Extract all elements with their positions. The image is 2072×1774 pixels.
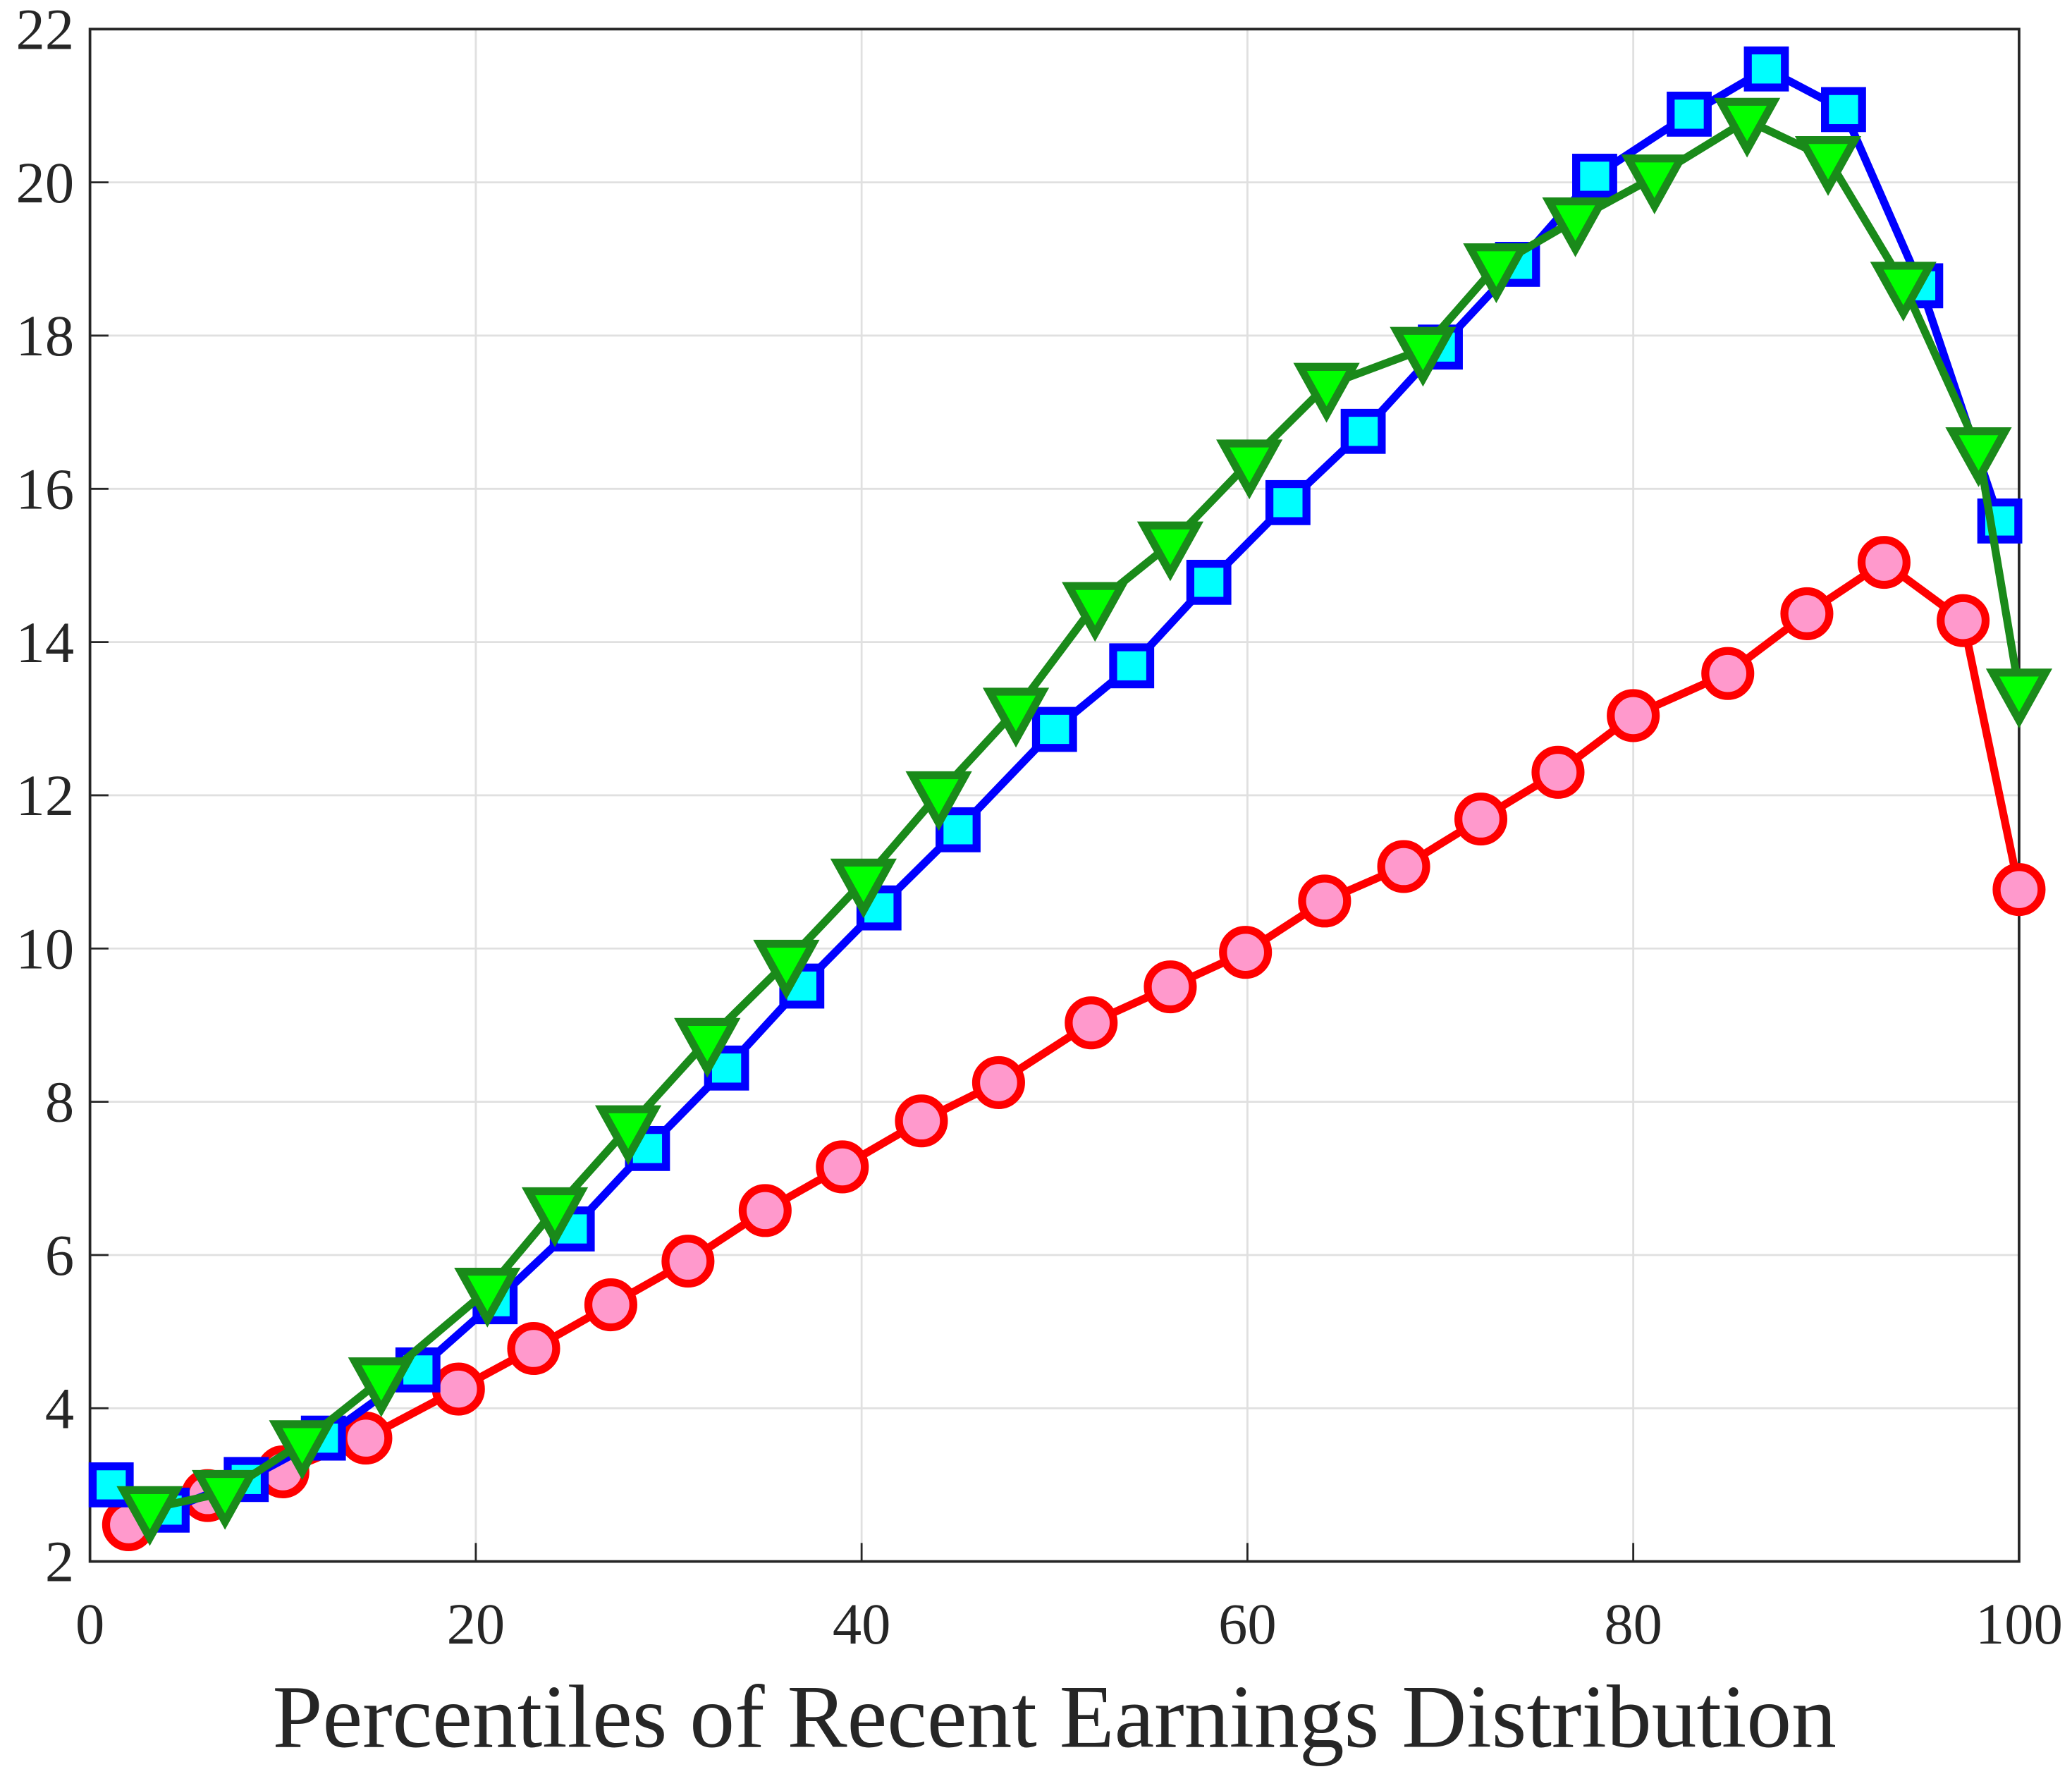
point	[816, 1140, 869, 1194]
point	[1743, 46, 1789, 92]
point	[1531, 745, 1585, 799]
point	[1340, 408, 1386, 454]
point	[1821, 87, 1866, 133]
y-tick-label: 2	[45, 1529, 74, 1594]
point	[1186, 559, 1232, 605]
y-tick-label: 6	[45, 1223, 74, 1287]
point	[971, 1056, 1025, 1109]
point	[1945, 427, 2012, 487]
point	[661, 1235, 715, 1288]
point	[738, 1184, 792, 1237]
y-tick-label: 14	[16, 610, 75, 675]
y-tick-label: 18	[16, 303, 75, 368]
point	[1572, 154, 1617, 199]
point	[1621, 154, 1688, 214]
point	[1992, 863, 2046, 917]
point	[1031, 706, 1077, 752]
point	[1857, 536, 1911, 589]
y-tick-label: 16	[16, 456, 75, 521]
plot-frame	[88, 27, 2021, 1563]
point	[584, 1278, 637, 1332]
x-axis-label: Percentiles of Recent Earnings Distribut…	[273, 1666, 1837, 1766]
point	[1219, 926, 1273, 979]
point	[1136, 521, 1204, 582]
x-tick-label: 0	[75, 1591, 104, 1656]
point	[830, 858, 897, 919]
point	[1454, 793, 1508, 846]
point	[1794, 136, 1862, 196]
point	[1667, 92, 1712, 137]
point	[1701, 647, 1755, 700]
point	[1542, 197, 1609, 257]
point	[936, 807, 981, 852]
point	[1937, 594, 1990, 647]
point	[753, 939, 820, 1000]
point	[895, 1094, 948, 1148]
point	[674, 1017, 741, 1078]
point	[269, 1420, 336, 1481]
y-tick-label: 12	[16, 763, 75, 828]
y-tick-label: 22	[16, 0, 75, 61]
y-tick-label: 20	[16, 150, 75, 215]
y-tick-label: 8	[45, 1070, 74, 1134]
point	[1870, 262, 1937, 322]
y-tick-label: 10	[16, 916, 75, 981]
point	[1377, 840, 1430, 893]
point	[192, 1469, 259, 1530]
point	[116, 1486, 183, 1546]
point	[1463, 243, 1530, 303]
point	[507, 1321, 560, 1376]
point	[1390, 326, 1457, 387]
point	[1109, 643, 1155, 689]
point	[348, 1357, 415, 1417]
point	[454, 1268, 521, 1328]
point	[1985, 668, 2053, 729]
point	[1714, 97, 1781, 158]
x-tick-label: 40	[833, 1591, 891, 1656]
point	[1293, 362, 1360, 423]
point	[431, 1362, 485, 1416]
x-tick-label: 60	[1218, 1591, 1277, 1656]
x-tick-label: 20	[447, 1591, 505, 1656]
point	[521, 1187, 589, 1247]
point	[1062, 582, 1129, 642]
point	[905, 771, 972, 831]
point	[982, 687, 1050, 748]
x-tick-label: 80	[1604, 1591, 1662, 1656]
point	[1216, 439, 1283, 500]
point	[1780, 587, 1834, 640]
point	[1607, 689, 1660, 742]
point	[1265, 479, 1311, 525]
point	[594, 1105, 662, 1166]
point	[1065, 996, 1118, 1050]
y-tick-label: 4	[45, 1376, 74, 1440]
point	[1144, 960, 1197, 1014]
x-tick-label: 100	[1975, 1591, 2063, 1656]
point	[1298, 874, 1351, 928]
